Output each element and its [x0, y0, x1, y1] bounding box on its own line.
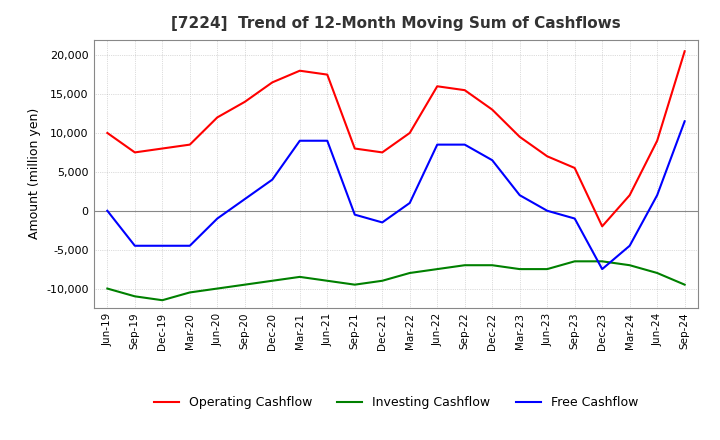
- Free Cashflow: [516, 193, 524, 198]
- Investing Cashflow: [488, 263, 497, 268]
- Investing Cashflow: [213, 286, 222, 291]
- Operating Cashflow: [570, 165, 579, 171]
- Free Cashflow: [323, 138, 332, 143]
- Operating Cashflow: [295, 68, 304, 73]
- Free Cashflow: [405, 200, 414, 205]
- Operating Cashflow: [213, 115, 222, 120]
- Investing Cashflow: [378, 278, 387, 283]
- Free Cashflow: [488, 158, 497, 163]
- Investing Cashflow: [570, 259, 579, 264]
- Free Cashflow: [680, 119, 689, 124]
- Operating Cashflow: [378, 150, 387, 155]
- Investing Cashflow: [268, 278, 276, 283]
- Operating Cashflow: [240, 99, 249, 104]
- Investing Cashflow: [460, 263, 469, 268]
- Investing Cashflow: [240, 282, 249, 287]
- Operating Cashflow: [130, 150, 139, 155]
- Operating Cashflow: [598, 224, 606, 229]
- Investing Cashflow: [158, 297, 166, 303]
- Free Cashflow: [460, 142, 469, 147]
- Operating Cashflow: [268, 80, 276, 85]
- Investing Cashflow: [323, 278, 332, 283]
- Investing Cashflow: [351, 282, 359, 287]
- Investing Cashflow: [405, 270, 414, 275]
- Operating Cashflow: [543, 154, 552, 159]
- Free Cashflow: [186, 243, 194, 249]
- Investing Cashflow: [680, 282, 689, 287]
- Free Cashflow: [598, 267, 606, 272]
- Investing Cashflow: [186, 290, 194, 295]
- Operating Cashflow: [516, 134, 524, 139]
- Free Cashflow: [295, 138, 304, 143]
- Free Cashflow: [433, 142, 441, 147]
- Free Cashflow: [351, 212, 359, 217]
- Operating Cashflow: [653, 138, 662, 143]
- Line: Free Cashflow: Free Cashflow: [107, 121, 685, 269]
- Operating Cashflow: [488, 107, 497, 112]
- Free Cashflow: [653, 193, 662, 198]
- Investing Cashflow: [433, 267, 441, 272]
- Free Cashflow: [570, 216, 579, 221]
- Investing Cashflow: [130, 293, 139, 299]
- Operating Cashflow: [103, 130, 112, 136]
- Y-axis label: Amount (million yen): Amount (million yen): [27, 108, 41, 239]
- Free Cashflow: [240, 196, 249, 202]
- Investing Cashflow: [598, 259, 606, 264]
- Operating Cashflow: [405, 130, 414, 136]
- Investing Cashflow: [653, 270, 662, 275]
- Free Cashflow: [158, 243, 166, 249]
- Operating Cashflow: [626, 193, 634, 198]
- Operating Cashflow: [158, 146, 166, 151]
- Operating Cashflow: [433, 84, 441, 89]
- Free Cashflow: [103, 208, 112, 213]
- Line: Investing Cashflow: Investing Cashflow: [107, 261, 685, 300]
- Operating Cashflow: [460, 88, 469, 93]
- Free Cashflow: [378, 220, 387, 225]
- Free Cashflow: [543, 208, 552, 213]
- Investing Cashflow: [295, 274, 304, 279]
- Investing Cashflow: [626, 263, 634, 268]
- Operating Cashflow: [351, 146, 359, 151]
- Title: [7224]  Trend of 12-Month Moving Sum of Cashflows: [7224] Trend of 12-Month Moving Sum of C…: [171, 16, 621, 32]
- Investing Cashflow: [543, 267, 552, 272]
- Legend: Operating Cashflow, Investing Cashflow, Free Cashflow: Operating Cashflow, Investing Cashflow, …: [149, 392, 643, 414]
- Investing Cashflow: [516, 267, 524, 272]
- Operating Cashflow: [680, 49, 689, 54]
- Operating Cashflow: [323, 72, 332, 77]
- Operating Cashflow: [186, 142, 194, 147]
- Free Cashflow: [213, 216, 222, 221]
- Free Cashflow: [130, 243, 139, 249]
- Line: Operating Cashflow: Operating Cashflow: [107, 51, 685, 226]
- Free Cashflow: [626, 243, 634, 249]
- Investing Cashflow: [103, 286, 112, 291]
- Free Cashflow: [268, 177, 276, 182]
